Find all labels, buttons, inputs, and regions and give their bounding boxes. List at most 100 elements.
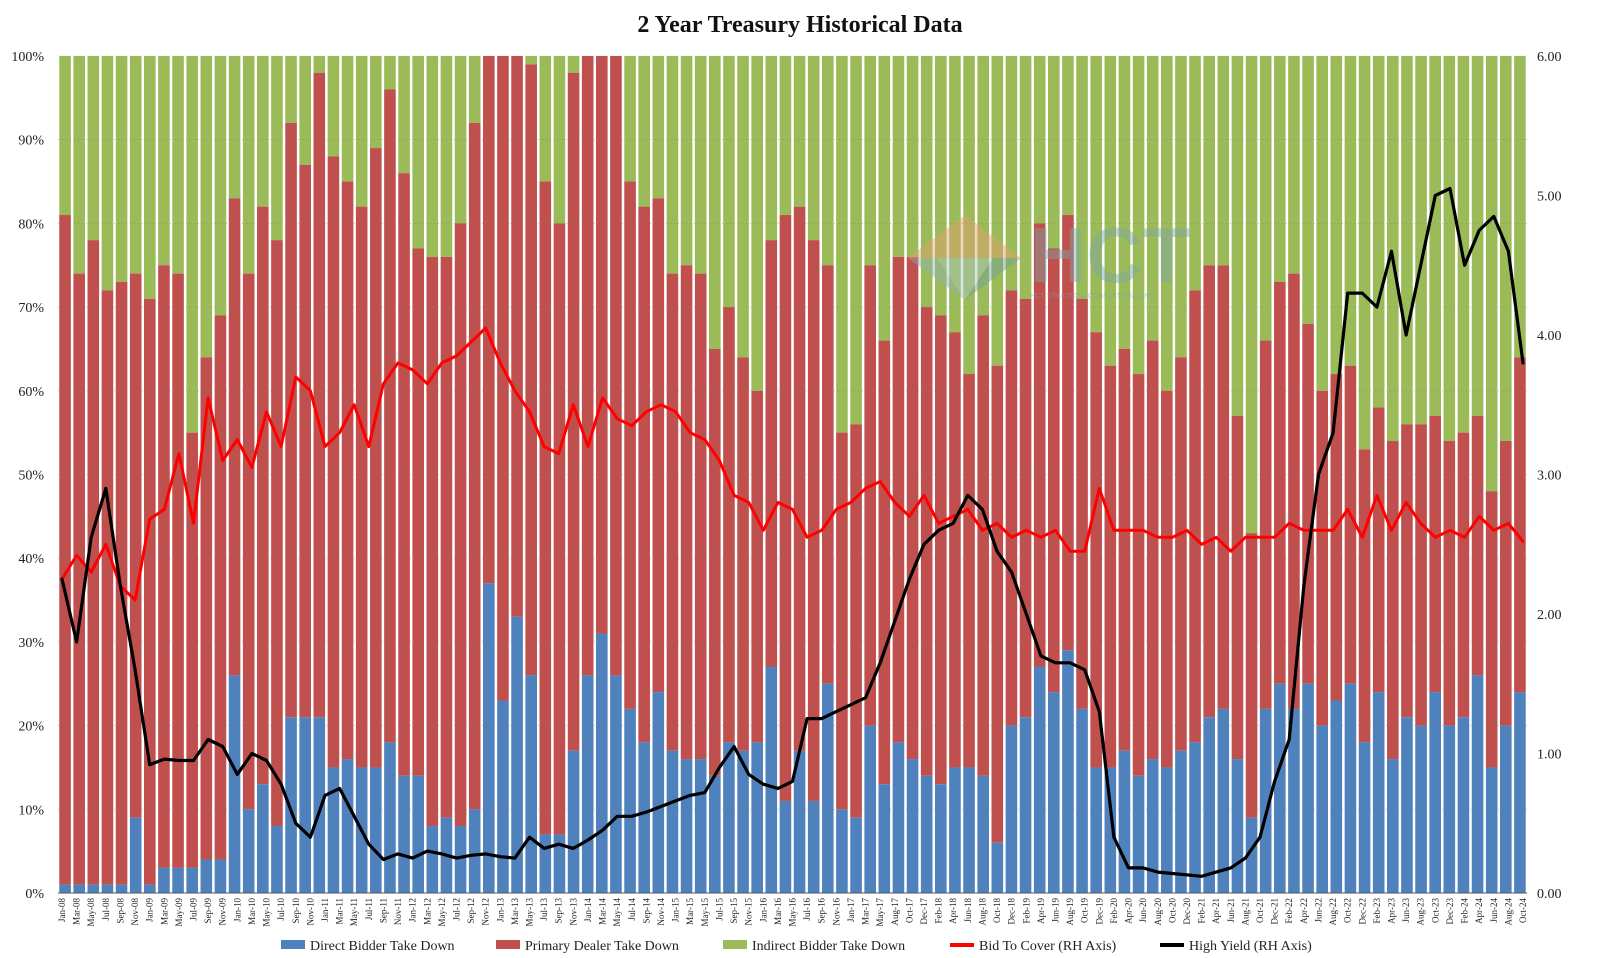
primary-bar	[412, 248, 424, 776]
primary-bar	[1274, 281, 1286, 684]
indirect-bar	[1104, 56, 1117, 366]
indirect-bar	[1118, 56, 1131, 349]
x-tick-label: May-13	[525, 898, 535, 927]
x-tick-label: Jun-22	[1314, 898, 1324, 923]
x-tick-label: Mar-10	[247, 898, 257, 925]
indirect-bar	[723, 56, 735, 308]
lines-layer	[60, 186, 1525, 878]
direct-bar	[1457, 717, 1470, 893]
x-tick-label: May-08	[86, 898, 96, 927]
direct-bar	[1471, 675, 1484, 893]
x-tick-label: Feb-23	[1372, 898, 1382, 924]
legend-swatch	[496, 940, 520, 949]
direct-bar	[765, 667, 778, 893]
direct-bar	[949, 767, 961, 893]
direct-bar	[1203, 717, 1215, 893]
direct-bar	[709, 775, 721, 893]
x-tick-label: Dec-23	[1445, 898, 1455, 925]
x-tick-label: Feb-20	[1109, 898, 1119, 924]
primary-bar	[1217, 265, 1230, 709]
legend-label: Direct Bidder Take Down	[310, 939, 455, 954]
x-tick-label: Jan-10	[232, 898, 242, 922]
direct-bar	[271, 826, 283, 893]
primary-bar	[906, 256, 919, 760]
legend-item: Indirect Bidder Take Down	[723, 939, 905, 954]
direct-bar	[963, 767, 975, 893]
direct-bar	[468, 809, 481, 893]
indirect-bar	[144, 56, 156, 299]
primary-bar	[1090, 332, 1102, 768]
primary-bar	[214, 315, 227, 860]
x-tick-label: Oct-19	[1080, 898, 1090, 923]
direct-bar	[666, 750, 679, 893]
indirect-bar	[1344, 56, 1357, 366]
direct-bar	[144, 884, 156, 893]
legend-item: Bid To Cover (RH Axis)	[950, 939, 1117, 954]
x-tick-label: Jan-08	[57, 898, 67, 922]
left-tick-label: 30%	[18, 636, 44, 651]
indirect-bar	[539, 56, 552, 182]
direct-bar	[737, 750, 749, 893]
primary-bar	[1302, 323, 1314, 684]
indirect-bar	[242, 56, 255, 274]
indirect-bar	[1146, 56, 1159, 341]
x-tick-label: May-17	[875, 898, 885, 927]
x-tick-label: Jan-17	[846, 898, 856, 922]
direct-bar	[1514, 692, 1526, 893]
direct-bar	[723, 742, 735, 893]
x-tick-label: Oct-24	[1518, 898, 1528, 923]
primary-bar	[271, 240, 283, 827]
indirect-bar	[666, 56, 679, 274]
direct-bar	[1090, 767, 1102, 893]
indirect-bar	[1019, 56, 1032, 299]
indirect-bar	[158, 56, 170, 266]
x-tick-label: Apr-20	[1124, 898, 1134, 924]
direct-bar	[497, 700, 509, 893]
legend-item: Primary Dealer Take Down	[496, 939, 679, 954]
indirect-bar	[553, 56, 566, 224]
indirect-bar	[1132, 56, 1145, 375]
high-yield-line	[60, 186, 1525, 878]
primary-bar	[144, 298, 156, 885]
primary-bar	[468, 122, 481, 810]
direct-bar	[370, 767, 382, 893]
indirect-bar	[822, 56, 834, 266]
right-tick-label: 3.00	[1537, 469, 1562, 484]
x-tick-label: Jun-23	[1401, 898, 1411, 923]
indirect-bar	[1358, 56, 1371, 450]
direct-bar	[850, 817, 862, 893]
x-tick-label: Apr-23	[1387, 898, 1397, 924]
indirect-bar	[709, 56, 721, 349]
x-tick-label: Sep-08	[115, 898, 125, 924]
primary-bar	[1019, 298, 1032, 718]
x-tick-label: Jun-24	[1489, 898, 1499, 923]
primary-bar	[680, 265, 693, 760]
watermark-text: HCT	[1030, 211, 1190, 299]
direct-bar	[892, 742, 905, 893]
x-tick-label: Oct-22	[1343, 898, 1353, 923]
indirect-bar	[384, 56, 396, 90]
indirect-bar	[1415, 56, 1427, 425]
primary-bar	[1161, 390, 1173, 768]
indirect-bar	[991, 56, 1004, 366]
indirect-bar	[751, 56, 763, 391]
primary-bar	[751, 390, 763, 743]
x-tick-label: Dec-17	[919, 898, 929, 925]
x-tick-label: May-16	[788, 898, 798, 927]
left-tick-label: 60%	[18, 385, 44, 400]
indirect-bar	[1203, 56, 1215, 266]
indirect-bar	[341, 56, 354, 182]
x-tick-label: Apr-22	[1299, 898, 1309, 924]
x-tick-label: Aug-22	[1328, 898, 1338, 926]
direct-bar	[214, 859, 227, 893]
direct-bar	[610, 675, 622, 893]
primary-bar	[539, 181, 552, 835]
primary-bar	[977, 315, 989, 776]
indirect-bar	[115, 56, 128, 282]
x-tick-label: Dec-22	[1357, 898, 1367, 925]
direct-bar	[73, 884, 85, 893]
x-tick-label: Feb-21	[1197, 898, 1207, 924]
indirect-bar	[1429, 56, 1441, 416]
direct-bar	[511, 616, 523, 893]
x-tick-label: Apr-18	[948, 898, 958, 924]
